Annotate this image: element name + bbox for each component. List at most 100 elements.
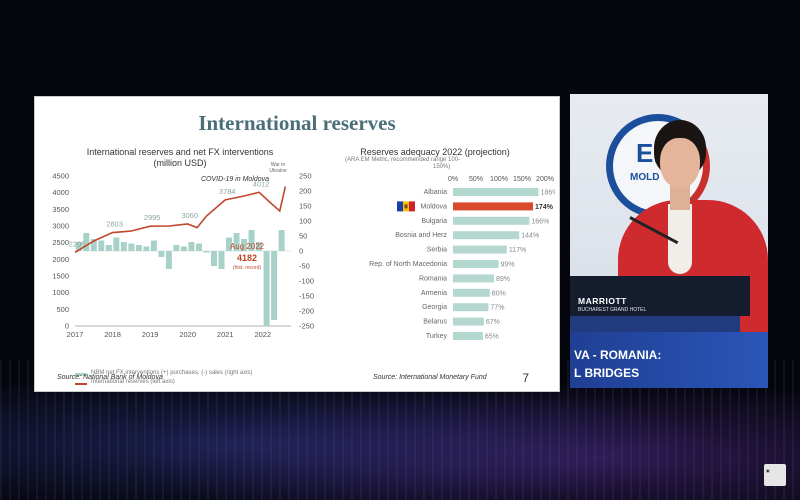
intervention-bar bbox=[226, 237, 233, 251]
intervention-bar bbox=[233, 233, 240, 251]
left-axis-tick: 2000 bbox=[52, 255, 69, 264]
adequacy-axis-tick: 150% bbox=[513, 176, 531, 183]
intervention-bar bbox=[105, 245, 112, 251]
right-axis-tick: 50 bbox=[299, 232, 307, 241]
podium-hotel-name: MARRIOTT bbox=[578, 296, 627, 306]
country-label: Serbia bbox=[427, 247, 447, 254]
legend-line-label: International reserves (left axis) bbox=[91, 379, 175, 385]
country-label: Turkey bbox=[426, 333, 448, 340]
right-axis-tick: 0 bbox=[299, 247, 303, 256]
adequacy-axis-tick: 200% bbox=[536, 176, 554, 183]
intervention-bar bbox=[158, 251, 165, 257]
reserves-point-label: 2803 bbox=[106, 220, 123, 229]
intervention-bar bbox=[143, 246, 150, 251]
speaker-face bbox=[660, 138, 700, 188]
adequacy-chart: 0% 50% 100% 150% 200% Albania 186% Moldova 174% B… bbox=[369, 176, 555, 341]
country-label: Georgia bbox=[422, 304, 447, 311]
intervention-bar bbox=[256, 242, 263, 251]
adequacy-bar bbox=[453, 202, 534, 211]
adequacy-axis-tick: 0% bbox=[448, 176, 458, 183]
right-axis-tick: 150 bbox=[299, 202, 312, 211]
adequacy-bar bbox=[453, 332, 483, 340]
legend-line-swatch bbox=[75, 383, 87, 385]
left-axis-tick: 1000 bbox=[52, 288, 69, 297]
country-label: Bulgaria bbox=[421, 218, 447, 225]
country-label: Albania bbox=[424, 189, 447, 196]
legend-bars-label: NBM net FX interventions (+) purchases, … bbox=[91, 370, 253, 376]
adequacy-axis-tick: 100% bbox=[490, 176, 508, 183]
country-label: Moldova bbox=[421, 203, 448, 210]
right-chart-subtitle-2: 150%) bbox=[433, 164, 451, 170]
intervention-bar bbox=[150, 240, 157, 251]
adequacy-value-label: 67% bbox=[486, 319, 500, 326]
event-logo-subtext: MOLD bbox=[630, 172, 660, 183]
intervention-bar bbox=[75, 242, 82, 251]
covid-annotation: COVID-19 in Moldova bbox=[201, 176, 269, 183]
adequacy-value-label: 77% bbox=[490, 305, 504, 312]
reserves-point-label: 2206 bbox=[69, 239, 86, 248]
adequacy-bar bbox=[453, 216, 530, 225]
intervention-bar bbox=[120, 242, 127, 251]
intervention-bar bbox=[203, 251, 210, 253]
country-label: Rep. of North Macedonia bbox=[369, 261, 447, 268]
adequacy-value-label: 89% bbox=[496, 276, 510, 283]
reserves-point-label: 2995 bbox=[144, 213, 161, 222]
adequacy-value-label: 117% bbox=[509, 247, 526, 254]
adequacy-value-label: 166% bbox=[531, 218, 549, 225]
adequacy-value-label: 144% bbox=[521, 233, 539, 240]
left-source: Source: National Bank of Moldova bbox=[57, 374, 163, 381]
intervention-bar bbox=[113, 237, 120, 251]
broadcast-logo: ▣ bbox=[764, 464, 786, 486]
moldova-flag-red bbox=[409, 201, 415, 212]
adequacy-bar bbox=[453, 288, 490, 297]
adequacy-value-label: 174% bbox=[535, 204, 554, 211]
adequacy-bar bbox=[453, 260, 499, 268]
speaker-neck bbox=[670, 182, 690, 210]
country-label: Bosnia and Herz bbox=[395, 232, 447, 239]
slide-title: International reserves bbox=[198, 111, 396, 135]
left-axis-tick: 0 bbox=[65, 322, 69, 331]
intervention-bar bbox=[165, 251, 172, 269]
country-label: Armenia bbox=[421, 290, 447, 297]
intervention-bar bbox=[218, 251, 225, 269]
podium-top bbox=[570, 276, 750, 316]
moldova-flag-blue bbox=[397, 201, 403, 212]
aug-2022-value: 4182 bbox=[237, 253, 257, 263]
adequacy-value-label: 65% bbox=[485, 334, 499, 341]
page-number: 7 bbox=[522, 371, 529, 385]
reserves-point-label: 3060 bbox=[181, 211, 198, 220]
event-banner bbox=[570, 332, 768, 388]
intervention-bar bbox=[210, 251, 217, 266]
left-axis-tick: 1500 bbox=[52, 272, 69, 281]
presentation-slide: International reserves International res… bbox=[34, 96, 560, 392]
right-axis-tick: -100 bbox=[299, 277, 314, 286]
intervention-bar bbox=[135, 245, 142, 251]
left-axis-tick: 2500 bbox=[52, 238, 69, 247]
year-label: 2018 bbox=[104, 330, 121, 339]
adequacy-bar bbox=[453, 188, 539, 196]
right-axis-tick: 250 bbox=[299, 172, 312, 181]
intervention-bar bbox=[241, 239, 248, 251]
right-chart-title: Reserves adequacy 2022 (projection) bbox=[360, 147, 510, 157]
war-annotation-1: War in bbox=[271, 162, 285, 168]
left-axis-tick: 4500 bbox=[52, 172, 69, 181]
reserves-chart: 4500400035003000250020001500100050002502… bbox=[52, 162, 314, 339]
year-label: 2021 bbox=[217, 330, 234, 339]
reserves-point-label: 3784 bbox=[219, 187, 236, 196]
intervention-bar bbox=[195, 243, 202, 251]
intervention-bar bbox=[271, 251, 278, 320]
right-axis-tick: -150 bbox=[299, 292, 314, 301]
adequacy-value-label: 186% bbox=[541, 190, 555, 197]
aug-2022-label: Aug 2022 bbox=[230, 242, 265, 251]
right-axis-tick: 200 bbox=[299, 187, 312, 196]
adequacy-bar bbox=[453, 245, 507, 254]
speaker-video: EB MOLD MARRIOTT BUCHAREST GRAND HOTEL V… bbox=[570, 94, 768, 388]
banner-line-1: VA - ROMANIA: bbox=[574, 348, 662, 362]
year-label: 2022 bbox=[254, 330, 271, 339]
intervention-bar bbox=[188, 242, 195, 251]
year-label: 2020 bbox=[179, 330, 196, 339]
adequacy-bar bbox=[453, 274, 494, 283]
left-chart-title: International reserves and net FX interv… bbox=[86, 147, 274, 157]
right-axis-tick: 100 bbox=[299, 217, 312, 226]
left-axis-tick: 4000 bbox=[52, 188, 69, 197]
